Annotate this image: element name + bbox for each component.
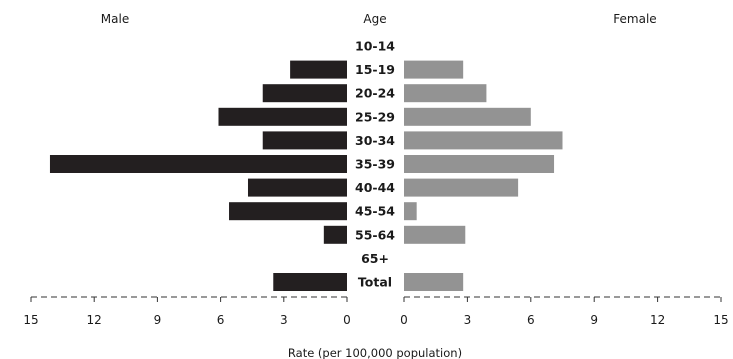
tick-label-right-0: 0 bbox=[400, 313, 408, 327]
header-age: Age bbox=[363, 12, 386, 26]
category-label-40-44: 40-44 bbox=[355, 180, 395, 195]
bar-female-25-29 bbox=[404, 107, 531, 126]
bar-male-55-64 bbox=[323, 225, 347, 244]
bar-male-15-19 bbox=[290, 60, 347, 79]
category-label-55-64: 55-64 bbox=[355, 227, 395, 242]
bar-female-35-39 bbox=[404, 155, 555, 173]
bar-male-35-39 bbox=[49, 155, 348, 173]
tick-label-right-15: 15 bbox=[713, 313, 728, 327]
bar-male-30-34 bbox=[262, 131, 347, 150]
category-label-35-39: 35-39 bbox=[355, 157, 395, 172]
bar-male-20-24 bbox=[262, 84, 347, 103]
category-labels-group: 10-14 15-19 20-24 25-29 30-34 35-39 40-44 45-54… bbox=[355, 39, 395, 290]
tick-label-left-15: 15 bbox=[23, 313, 38, 327]
bar-female-30-34 bbox=[404, 131, 563, 150]
bar-female-45-54 bbox=[404, 202, 417, 221]
header-male: Male bbox=[101, 12, 129, 26]
tick-label-right-3: 3 bbox=[464, 313, 472, 327]
category-label-45-54: 45-54 bbox=[355, 204, 395, 219]
header-female: Female bbox=[613, 12, 656, 26]
category-label-15-19: 15-19 bbox=[355, 62, 395, 77]
tick-label-right-12: 12 bbox=[650, 313, 665, 327]
category-label-65+: 65+ bbox=[361, 251, 389, 266]
category-label-30-34: 30-34 bbox=[355, 133, 395, 148]
tick-label-left-6: 6 bbox=[217, 313, 225, 327]
bar-male-40-44 bbox=[247, 178, 347, 197]
tick-label-right-6: 6 bbox=[527, 313, 535, 327]
bar-male-45-54 bbox=[229, 202, 347, 221]
bar-male-25-29 bbox=[218, 107, 347, 126]
category-label-25-29: 25-29 bbox=[355, 109, 395, 124]
bar-female-15-19 bbox=[404, 60, 464, 79]
tick-label-left-3: 3 bbox=[280, 313, 288, 327]
category-label-20-24: 20-24 bbox=[355, 86, 395, 101]
bar-female-20-24 bbox=[404, 84, 487, 103]
axes-group: 15 12 9 6 3 0 0 3 6 9 12 15 bbox=[23, 296, 729, 327]
category-label-Total: Total bbox=[358, 275, 392, 290]
tick-label-left-0: 0 bbox=[343, 313, 351, 327]
tick-label-right-9: 9 bbox=[590, 313, 598, 327]
x-axis-label: Rate (per 100,000 population) bbox=[288, 346, 462, 359]
bar-male-Total bbox=[273, 273, 347, 291]
bars-group bbox=[49, 60, 563, 291]
bar-female-55-64 bbox=[404, 225, 466, 244]
category-label-10-14: 10-14 bbox=[355, 39, 395, 54]
bar-female-Total bbox=[404, 273, 464, 291]
tick-label-left-9: 9 bbox=[154, 313, 162, 327]
tick-label-left-12: 12 bbox=[87, 313, 102, 327]
bar-female-40-44 bbox=[404, 178, 519, 197]
